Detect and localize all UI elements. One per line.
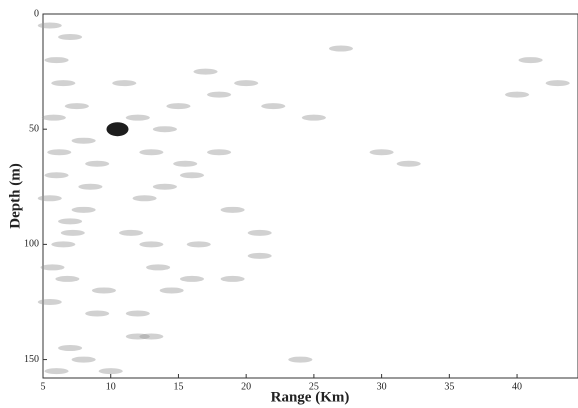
echo-blob [106, 122, 129, 137]
echo-point [545, 80, 570, 87]
echo-point [125, 114, 150, 121]
echo-point [152, 126, 177, 133]
echo-point [179, 172, 204, 179]
echo-point [166, 103, 191, 110]
echo-point [51, 241, 76, 248]
x-tick-label: 20 [241, 381, 251, 392]
echo-point [396, 160, 421, 167]
echo-point [247, 229, 272, 236]
x-tick-label: 30 [377, 381, 387, 392]
echo-point [71, 206, 96, 213]
echo-point [207, 149, 232, 156]
echo-point [98, 368, 123, 375]
echo-point [44, 368, 69, 375]
echo-point [207, 91, 232, 98]
echo-point [125, 333, 150, 340]
echo-point [37, 298, 62, 305]
plot-frame [42, 13, 578, 379]
echo-point [301, 114, 326, 121]
echo-point [58, 34, 83, 41]
x-tick-label: 25 [309, 381, 319, 392]
echo-point [125, 310, 150, 317]
echo-point [139, 241, 164, 248]
echo-point [261, 103, 286, 110]
echo-point [132, 195, 157, 202]
echo-point [60, 229, 85, 236]
x-axis-label: Range (Km) [271, 389, 350, 405]
echo-point [288, 356, 313, 363]
echo-point [146, 264, 171, 271]
echo-point [369, 149, 394, 156]
echo-point [505, 91, 530, 98]
echo-point [159, 287, 184, 294]
echo-point [44, 172, 69, 179]
echo-point [44, 57, 69, 64]
echo-point [40, 264, 65, 271]
echo-point [85, 310, 110, 317]
echo-point [58, 345, 83, 352]
echo-point [173, 160, 198, 167]
echo-point [234, 80, 259, 87]
y-tick-label: 150 [24, 354, 39, 365]
echo-point [55, 275, 80, 282]
y-tick-label: 50 [29, 123, 39, 134]
echo-point [64, 103, 89, 110]
echo-point [328, 45, 353, 52]
echo-point [112, 80, 137, 87]
echo-point [37, 22, 62, 29]
x-tick-label: 5 [41, 381, 46, 392]
y-axis-label: Depth (m) [7, 163, 23, 228]
echo-point [220, 206, 245, 213]
echo-point [37, 195, 62, 202]
echo-point [179, 275, 204, 282]
echo-point [58, 218, 83, 225]
echo-point [78, 183, 103, 190]
echo-point [71, 137, 96, 144]
echo-point [91, 287, 116, 294]
echo-point [152, 183, 177, 190]
echo-point [47, 149, 72, 156]
echo-point [139, 333, 164, 340]
echo-point [51, 80, 76, 87]
y-tick-label: 100 [24, 239, 39, 250]
echo-point [71, 356, 96, 363]
echo-point [220, 275, 245, 282]
echo-point [193, 68, 218, 75]
echo-point [247, 252, 272, 259]
x-tick-label: 35 [444, 381, 454, 392]
echo-point [119, 229, 144, 236]
echo-point [41, 114, 66, 121]
y-tick-label: 0 [34, 8, 39, 19]
x-tick-label: 10 [106, 381, 116, 392]
echo-point [85, 160, 110, 167]
echo-point [186, 241, 211, 248]
echo-point [139, 149, 164, 156]
x-tick-label: 40 [512, 381, 522, 392]
echo-point [518, 57, 543, 64]
x-tick-label: 15 [173, 381, 183, 392]
